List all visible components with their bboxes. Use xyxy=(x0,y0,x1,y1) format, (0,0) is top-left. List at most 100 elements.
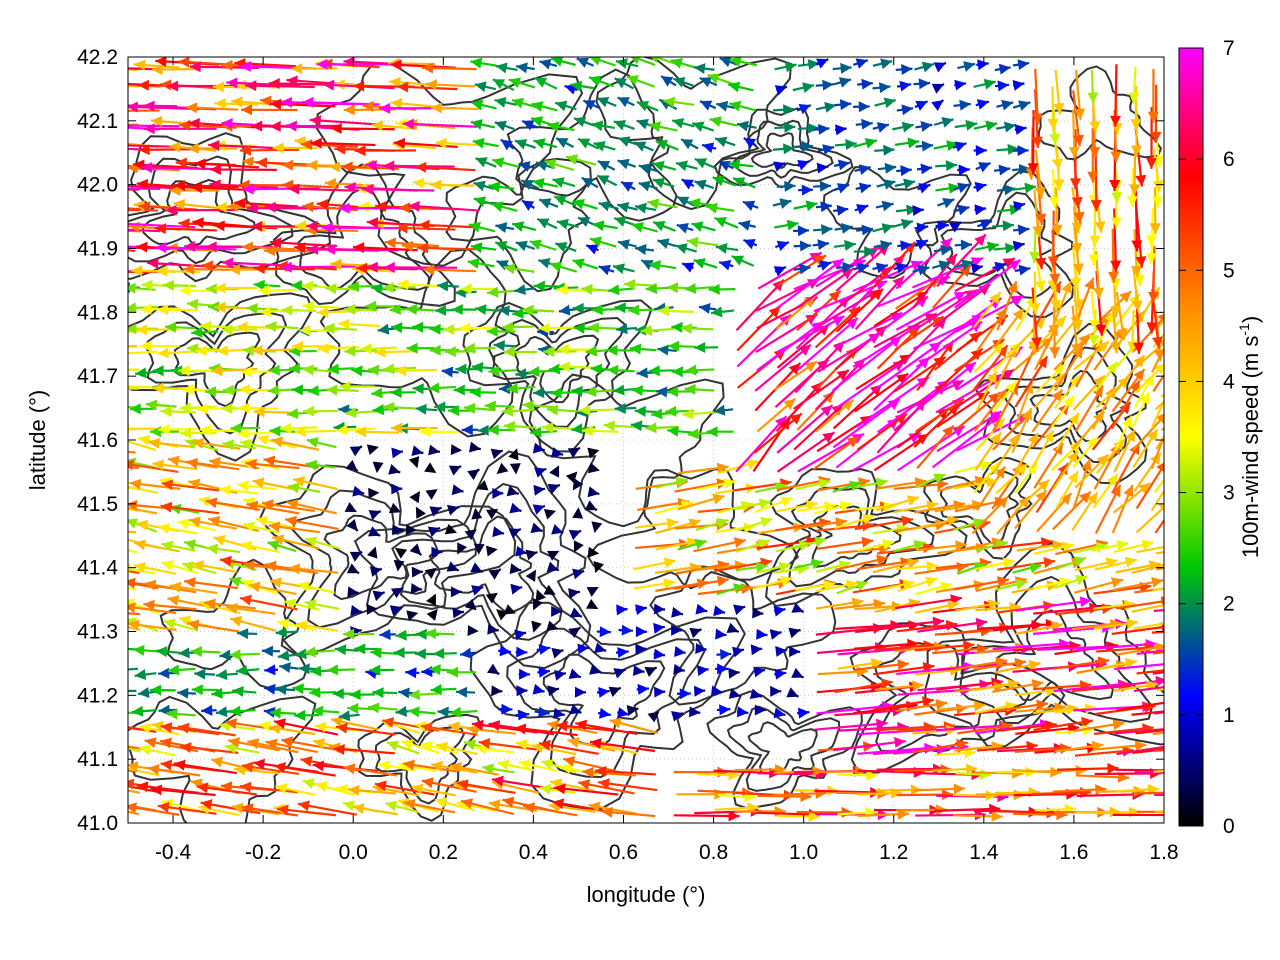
colorbar-label-main: 100m-wind speed (m s xyxy=(1238,336,1263,559)
wind-arrow-head xyxy=(327,363,339,375)
wind-arrow-head xyxy=(139,723,152,734)
wind-arrow-head xyxy=(1029,251,1041,263)
wind-arrow-head xyxy=(128,761,139,773)
wind-arrow-head xyxy=(750,644,763,656)
wind-arrow-head xyxy=(393,559,405,572)
wind-arrow-head xyxy=(1109,115,1121,127)
wind-arrow-head xyxy=(1031,136,1043,148)
wind-arrow-head xyxy=(292,683,304,695)
wind-arrow-head xyxy=(408,456,420,469)
wind-arrow-head xyxy=(736,120,749,132)
wind-arrow-head xyxy=(1086,742,1099,754)
wind-arrow-head xyxy=(322,79,335,91)
wind-arrow-head xyxy=(111,78,122,89)
wind-arrow-head xyxy=(876,718,888,730)
wind-arrow-head xyxy=(506,485,519,497)
wind-arrow-head xyxy=(354,643,366,655)
wind-arrow-head xyxy=(567,447,581,458)
y-tick-label: 41.8 xyxy=(77,301,118,324)
wind-arrow-head xyxy=(1036,356,1048,369)
wind-arrow-head xyxy=(861,78,873,90)
wind-arrow-head xyxy=(698,303,711,314)
wind-arrow-head xyxy=(797,225,809,237)
wind-arrow-head xyxy=(478,738,491,749)
wind-arrow-shaft xyxy=(1135,729,1164,735)
wind-arrow-head xyxy=(553,707,565,719)
wind-arrow-head xyxy=(864,246,876,258)
wind-arrow-head xyxy=(366,261,378,273)
wind-arrow-head xyxy=(221,118,233,130)
wind-arrow-head xyxy=(1075,764,1087,776)
terrain-contour-line xyxy=(706,690,863,810)
terrain-contour-line xyxy=(974,322,1148,485)
wind-arrow-head xyxy=(156,646,168,658)
wind-arrow-head xyxy=(840,223,853,234)
wind-arrow-shaft xyxy=(1154,319,1164,332)
wind-arrow-head xyxy=(495,222,508,233)
wind-arrow-head xyxy=(974,234,986,247)
wind-arrow-head xyxy=(565,471,578,484)
terrain-contour-line xyxy=(788,486,935,588)
wind-arrow-head xyxy=(211,756,224,768)
wind-arrow-head xyxy=(822,79,834,91)
wind-arrow-head xyxy=(934,383,947,395)
wind-arrow-head xyxy=(1149,223,1161,235)
wind-arrow-head xyxy=(883,97,896,109)
wind-arrow-head xyxy=(417,242,429,254)
wind-arrow-head xyxy=(733,177,746,188)
wind-arrow-head xyxy=(583,100,596,111)
wind-arrow-head xyxy=(1057,463,1069,476)
wind-arrow-head xyxy=(544,158,557,170)
wind-arrow-head xyxy=(533,138,546,149)
wind-arrow-head xyxy=(367,702,380,714)
wind-arrow-head xyxy=(543,584,556,595)
wind-arrow-head xyxy=(291,340,303,352)
wind-arrow-head xyxy=(716,517,729,529)
wind-arrow-head xyxy=(989,411,1002,422)
wind-arrow-head xyxy=(1135,174,1147,187)
wind-arrow-head xyxy=(188,516,201,528)
wind-arrow-head xyxy=(450,586,462,598)
terrain-contour-line xyxy=(374,726,465,805)
wind-arrow-head xyxy=(393,647,405,659)
wind-arrow-head xyxy=(804,361,817,373)
wind-arrow-head xyxy=(252,477,265,489)
wind-arrow-head xyxy=(555,241,568,253)
wind-arrow-head xyxy=(514,139,528,150)
wind-arrow-head xyxy=(211,687,223,699)
wind-arrow-head xyxy=(647,711,660,723)
wind-arrow-head xyxy=(265,738,278,750)
wind-arrow-head xyxy=(990,432,1001,445)
wind-arrow-head xyxy=(362,183,374,195)
wind-arrow-head xyxy=(214,98,226,110)
wind-arrow-head xyxy=(631,222,644,233)
wind-arrow-shaft xyxy=(1152,587,1164,592)
wind-arrow-head xyxy=(616,323,628,335)
wind-arrow-head xyxy=(1134,740,1147,752)
wind-arrow-head xyxy=(743,238,756,250)
wind-arrow-shaft xyxy=(128,567,156,575)
wind-arrow-head xyxy=(201,704,213,716)
wind-arrow-head xyxy=(179,742,192,754)
wind-arrow-head xyxy=(1073,211,1085,224)
wind-arrow-head xyxy=(719,57,732,68)
wind-arrow-shaft xyxy=(1053,682,1130,693)
wind-arrow-head xyxy=(559,763,572,774)
wind-arrow-head xyxy=(1068,146,1080,159)
wind-arrow-head xyxy=(706,426,718,438)
wind-arrow-head xyxy=(728,688,741,699)
wind-arrow-head xyxy=(960,239,973,251)
wind-arrow-head xyxy=(209,179,221,191)
wind-arrow-head xyxy=(448,721,461,733)
wind-arrow-head xyxy=(395,629,407,641)
wind-arrow-head xyxy=(975,617,988,629)
wind-arrow-head xyxy=(814,536,827,548)
wind-arrow-head xyxy=(831,258,844,270)
wind-arrow-head xyxy=(531,116,544,127)
wind-arrow-head xyxy=(912,680,924,692)
wind-arrow-shaft xyxy=(128,165,137,168)
wind-arrow-head xyxy=(251,120,263,132)
wind-arrow-head xyxy=(969,321,983,333)
wind-arrow-head xyxy=(221,324,233,336)
wind-arrow-head xyxy=(405,524,417,536)
